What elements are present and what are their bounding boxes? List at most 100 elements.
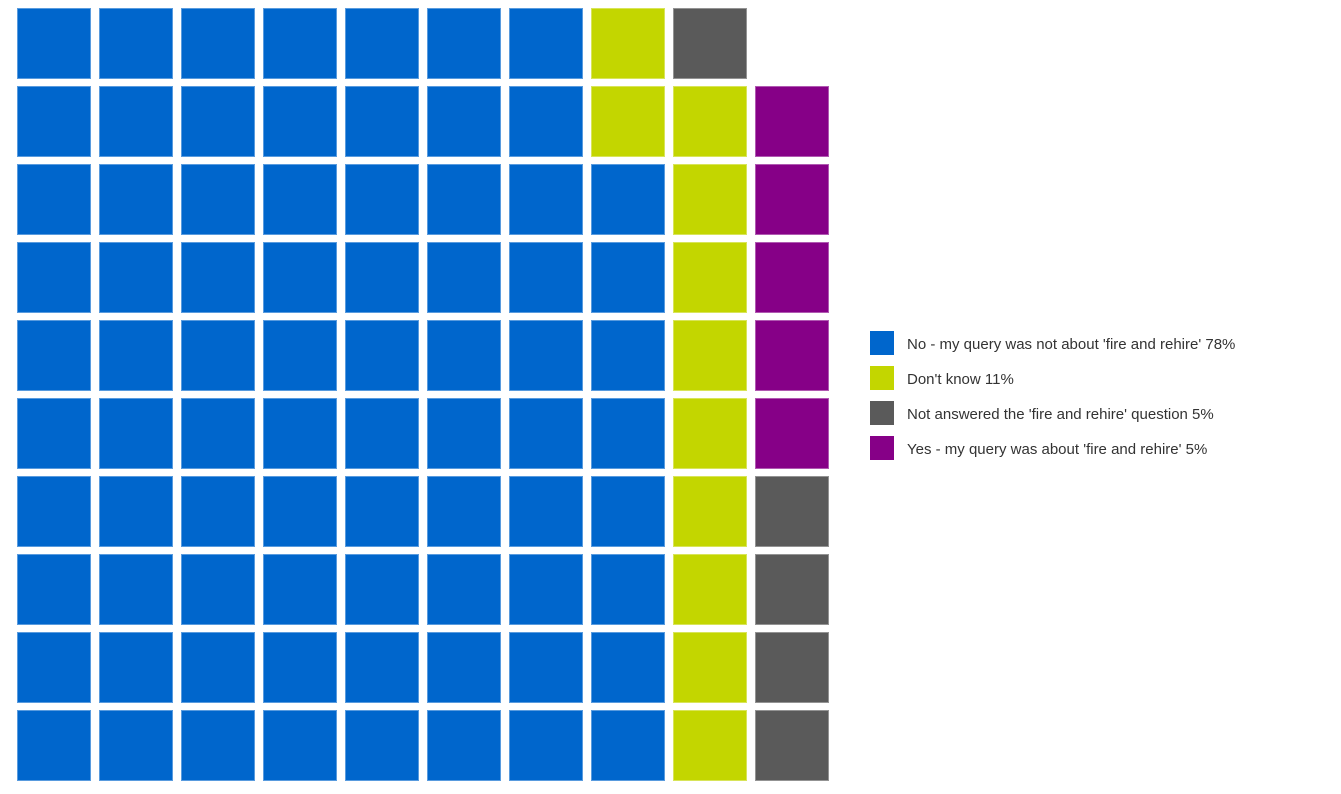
waffle-cell-no xyxy=(591,398,665,469)
waffle-cell-no xyxy=(345,164,419,235)
waffle-cell-no xyxy=(427,242,501,313)
waffle-cell-no xyxy=(427,164,501,235)
waffle-cell-no xyxy=(509,476,583,547)
waffle-cell-no xyxy=(509,320,583,391)
legend-label-no: No - my query was not about 'fire and re… xyxy=(907,336,1236,353)
waffle-cell-no xyxy=(17,554,91,625)
waffle-cell-no xyxy=(345,476,419,547)
waffle-cell-no xyxy=(263,710,337,781)
waffle-cell-not-answered xyxy=(755,554,829,625)
waffle-cell-no xyxy=(345,632,419,703)
waffle-cell-no xyxy=(427,86,501,157)
waffle-cell-not-answered xyxy=(673,8,747,79)
waffle-cell-no xyxy=(263,398,337,469)
waffle-cell-yes xyxy=(755,398,829,469)
waffle-cell-no xyxy=(181,320,255,391)
waffle-cell-empty xyxy=(755,8,829,79)
waffle-cell-no xyxy=(99,164,173,235)
waffle-cell-no xyxy=(181,8,255,79)
waffle-cell-no xyxy=(345,242,419,313)
waffle-cell-no xyxy=(591,164,665,235)
waffle-cell-no xyxy=(99,86,173,157)
waffle-cell-no xyxy=(427,632,501,703)
legend: No - my query was not about 'fire and re… xyxy=(870,331,1235,471)
waffle-cell-no xyxy=(591,632,665,703)
waffle-cell-dont-know xyxy=(673,554,747,625)
waffle-cell-no xyxy=(99,8,173,79)
waffle-cell-no xyxy=(263,320,337,391)
waffle-cell-no xyxy=(181,164,255,235)
waffle-cell-no xyxy=(181,554,255,625)
waffle-cell-yes xyxy=(755,320,829,391)
waffle-cell-no xyxy=(99,242,173,313)
waffle-cell-no xyxy=(427,554,501,625)
legend-label-yes: Yes - my query was about 'fire and rehir… xyxy=(907,441,1208,458)
legend-swatch-not-answered xyxy=(870,401,894,425)
waffle-cell-no xyxy=(591,554,665,625)
waffle-cell-no xyxy=(591,320,665,391)
waffle-cell-no xyxy=(99,554,173,625)
waffle-cell-no xyxy=(345,86,419,157)
legend-item-dont-know: Don't know 11% xyxy=(870,366,1235,390)
waffle-cell-no xyxy=(345,398,419,469)
waffle-cell-no xyxy=(263,476,337,547)
waffle-cell-no xyxy=(263,8,337,79)
waffle-cell-no xyxy=(427,320,501,391)
legend-label-not-answered: Not answered the 'fire and rehire' quest… xyxy=(907,406,1214,423)
waffle-cell-no xyxy=(263,554,337,625)
waffle-cell-no xyxy=(345,554,419,625)
waffle-cell-no xyxy=(99,710,173,781)
waffle-cell-no xyxy=(263,164,337,235)
waffle-cell-no xyxy=(427,710,501,781)
waffle-cell-no xyxy=(263,86,337,157)
waffle-cell-no xyxy=(263,632,337,703)
waffle-cell-no xyxy=(17,242,91,313)
waffle-cell-no xyxy=(181,398,255,469)
waffle-cell-dont-know xyxy=(673,710,747,781)
waffle-cell-no xyxy=(509,86,583,157)
waffle-cell-no xyxy=(17,86,91,157)
waffle-cell-no xyxy=(427,8,501,79)
waffle-cell-yes xyxy=(755,242,829,313)
legend-swatch-dont-know xyxy=(870,366,894,390)
waffle-cell-no xyxy=(591,710,665,781)
waffle-cell-yes xyxy=(755,164,829,235)
waffle-cell-no xyxy=(509,8,583,79)
waffle-cell-no xyxy=(591,242,665,313)
waffle-cell-no xyxy=(509,242,583,313)
waffle-cell-no xyxy=(17,632,91,703)
waffle-cell-no xyxy=(17,398,91,469)
waffle-cell-dont-know xyxy=(673,164,747,235)
waffle-cell-no xyxy=(181,242,255,313)
waffle-cell-no xyxy=(345,320,419,391)
waffle-cell-no xyxy=(509,164,583,235)
waffle-cell-no xyxy=(591,476,665,547)
waffle-cell-no xyxy=(17,476,91,547)
legend-item-no: No - my query was not about 'fire and re… xyxy=(870,331,1235,355)
waffle-cell-no xyxy=(17,8,91,79)
waffle-cell-no xyxy=(17,164,91,235)
waffle-cell-no xyxy=(99,398,173,469)
waffle-cell-no xyxy=(345,710,419,781)
legend-item-yes: Yes - my query was about 'fire and rehir… xyxy=(870,436,1235,460)
waffle-cell-not-answered xyxy=(755,632,829,703)
waffle-cell-dont-know xyxy=(673,476,747,547)
waffle-grid xyxy=(17,8,829,781)
waffle-cell-no xyxy=(99,632,173,703)
waffle-cell-not-answered xyxy=(755,710,829,781)
legend-item-not-answered: Not answered the 'fire and rehire' quest… xyxy=(870,401,1235,425)
waffle-cell-no xyxy=(99,320,173,391)
waffle-cell-dont-know xyxy=(591,86,665,157)
waffle-cell-dont-know xyxy=(673,86,747,157)
waffle-cell-no xyxy=(509,554,583,625)
waffle-cell-no xyxy=(181,710,255,781)
waffle-cell-no xyxy=(427,476,501,547)
waffle-cell-no xyxy=(509,398,583,469)
waffle-cell-dont-know xyxy=(673,632,747,703)
legend-label-dont-know: Don't know 11% xyxy=(907,371,1014,388)
waffle-cell-no xyxy=(181,632,255,703)
waffle-cell-no xyxy=(427,398,501,469)
waffle-cell-yes xyxy=(755,86,829,157)
waffle-cell-dont-know xyxy=(673,242,747,313)
